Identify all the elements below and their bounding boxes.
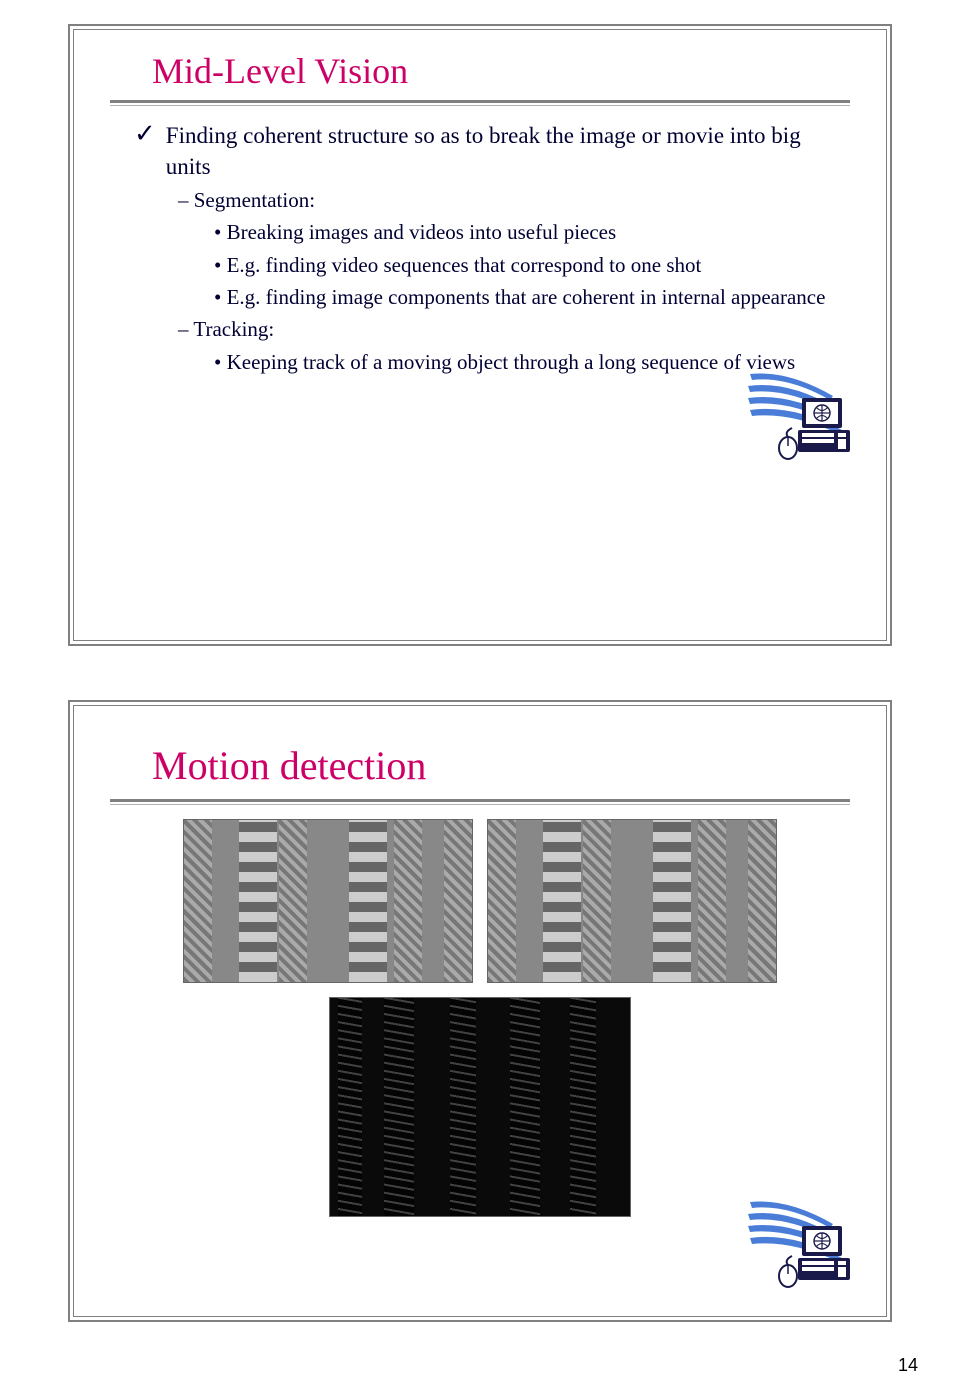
seg-point-2: E.g. finding video sequences that corres… — [214, 251, 826, 279]
slide1-title: Mid-Level Vision — [152, 50, 886, 92]
title-rule — [110, 100, 850, 106]
motion-top-row — [74, 819, 886, 983]
slide1-content: ✓ Finding coherent structure so as to br… — [134, 120, 826, 376]
slide-motion-detection: Motion detection — [68, 700, 892, 1322]
computer-globe-icon — [748, 1196, 858, 1288]
motion-difference — [329, 997, 631, 1217]
page-number: 14 — [898, 1355, 918, 1376]
motion-frame-2 — [487, 819, 777, 983]
title-rule — [110, 799, 850, 805]
bullet-main-text: Finding coherent structure so as to brea… — [166, 120, 826, 182]
tracking-label: Tracking: — [178, 315, 826, 343]
track-point-1: Keeping track of a moving object through… — [214, 348, 826, 376]
computer-globe-icon — [748, 368, 858, 460]
slide-inner-border: Motion detection — [73, 705, 887, 1317]
motion-frame-1 — [183, 819, 473, 983]
slide2-title: Motion detection — [152, 742, 886, 789]
segmentation-label: Segmentation: — [178, 186, 826, 214]
seg-point-1: Breaking images and videos into useful p… — [214, 218, 826, 246]
bullet-main: ✓ Finding coherent structure so as to br… — [134, 120, 826, 182]
slide-inner-border: Mid-Level Vision ✓ Finding coherent stru… — [73, 29, 887, 641]
seg-point-3: E.g. finding image components that are c… — [214, 283, 826, 311]
check-icon: ✓ — [134, 120, 156, 149]
slide-mid-level-vision: Mid-Level Vision ✓ Finding coherent stru… — [68, 24, 892, 646]
